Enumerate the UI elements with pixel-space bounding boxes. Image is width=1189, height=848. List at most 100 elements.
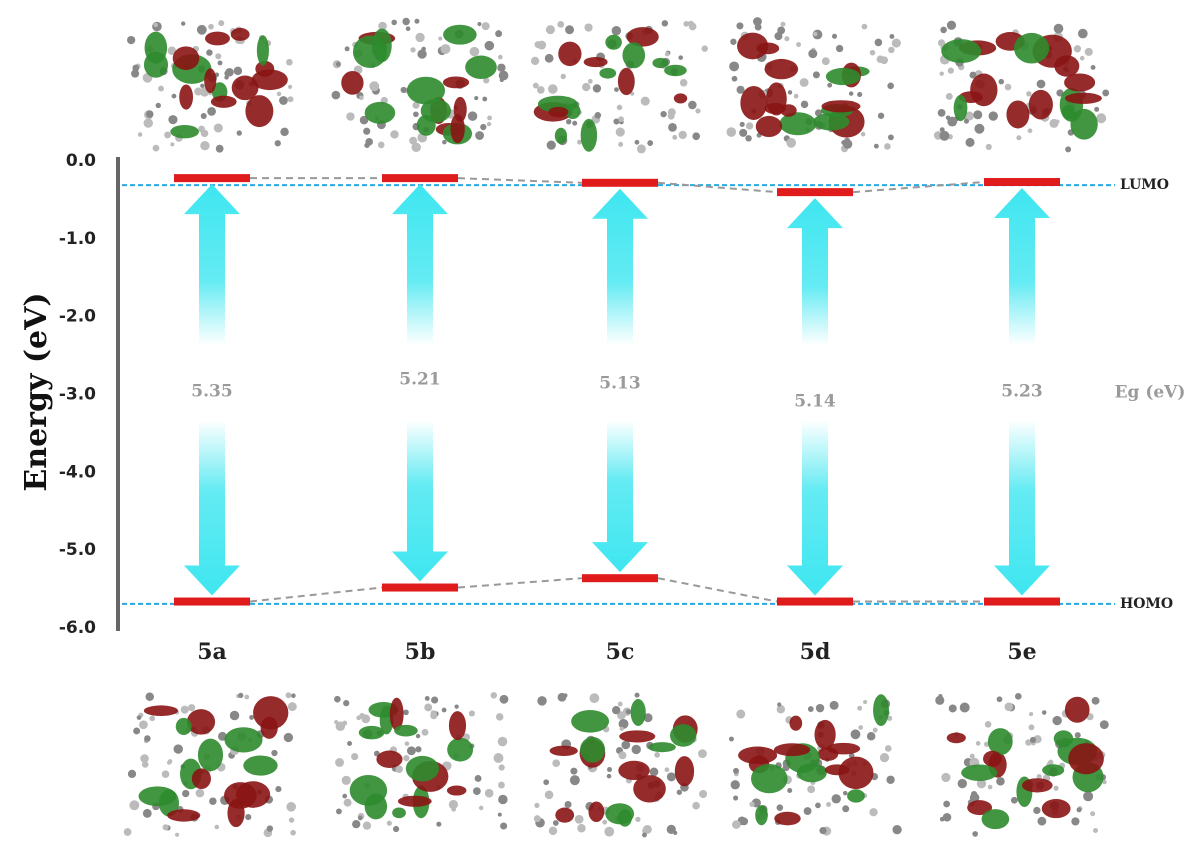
atom — [947, 21, 956, 30]
atom — [286, 59, 293, 66]
atom — [535, 41, 542, 48]
atom — [948, 68, 954, 74]
atom — [822, 57, 830, 65]
atom — [164, 132, 171, 139]
atom — [552, 759, 560, 767]
atom — [960, 703, 970, 713]
atom — [244, 695, 249, 700]
orbital-lobe — [1065, 697, 1090, 723]
atom — [1053, 786, 1058, 791]
orbital-lobe — [631, 699, 646, 726]
orbital-lobe — [738, 747, 777, 764]
atom — [618, 116, 624, 122]
atom — [614, 87, 619, 92]
atom — [889, 34, 894, 39]
atom — [153, 23, 157, 27]
atom — [858, 725, 863, 730]
orbital-lobe — [192, 768, 211, 789]
atom — [572, 121, 577, 126]
energy-level — [382, 174, 458, 182]
orbital-lobe — [176, 718, 192, 735]
atom — [736, 710, 745, 719]
atom — [867, 732, 875, 740]
atom — [619, 751, 627, 759]
atom — [565, 25, 574, 34]
atom — [132, 65, 139, 72]
gap-value: 5.23 — [1001, 382, 1042, 402]
atom — [438, 36, 442, 40]
atom — [216, 145, 224, 153]
atom — [1005, 703, 1014, 712]
orbital-lobe — [838, 757, 873, 790]
atom — [1096, 113, 1106, 123]
atom — [642, 832, 647, 837]
atom — [286, 692, 292, 698]
atom — [347, 741, 352, 746]
atom — [619, 719, 629, 729]
atom — [577, 824, 585, 832]
orbital-lobe — [204, 68, 216, 93]
atom — [1042, 710, 1046, 714]
atom — [617, 105, 623, 111]
atom — [740, 122, 745, 127]
atom — [344, 799, 352, 807]
atom — [138, 132, 142, 136]
atom — [788, 90, 792, 94]
atom — [808, 49, 817, 58]
energy-level — [174, 598, 250, 606]
atom — [861, 132, 866, 137]
atom — [352, 820, 360, 828]
atom — [745, 135, 751, 141]
atom — [175, 833, 179, 837]
atom — [692, 802, 700, 810]
atom — [287, 96, 293, 102]
orbital-lobe — [947, 733, 966, 744]
atom — [997, 696, 1003, 702]
atom — [635, 140, 640, 145]
orbital-lobe — [619, 730, 655, 742]
atom — [575, 815, 584, 824]
atom — [365, 138, 373, 146]
atom — [749, 802, 754, 807]
x-tick-label: 5d — [800, 639, 831, 665]
atom — [989, 111, 998, 120]
atom — [436, 822, 441, 827]
atom — [441, 44, 451, 54]
atom — [626, 709, 631, 714]
atom — [410, 47, 415, 52]
atom — [1029, 712, 1033, 716]
atom — [935, 696, 944, 705]
atom — [616, 128, 625, 137]
atom — [140, 754, 149, 763]
atom — [892, 39, 901, 48]
orbital-lobe — [231, 28, 250, 41]
gap-value: 5.14 — [794, 392, 836, 412]
connector — [250, 588, 382, 602]
orbital-lobe — [982, 809, 1010, 829]
atom — [602, 820, 607, 825]
atom — [939, 131, 949, 141]
atom — [197, 25, 207, 35]
atom — [938, 109, 946, 117]
atom — [819, 827, 826, 834]
atom — [804, 807, 812, 815]
gap-value: 5.21 — [399, 370, 440, 390]
y-axis-label: Energy (eV) — [19, 292, 54, 491]
atom — [796, 42, 801, 47]
atom — [129, 800, 139, 810]
atom — [498, 55, 503, 60]
orbital-lobe — [170, 125, 199, 138]
y-tick-label: -6.0 — [59, 618, 96, 638]
orbital-lobe — [584, 57, 608, 67]
orbital-lobe — [1042, 799, 1071, 818]
orbital-lobe — [648, 742, 676, 752]
atom — [1077, 807, 1082, 812]
atom — [1037, 817, 1046, 826]
orbital-lobe — [465, 56, 497, 79]
atom — [641, 97, 650, 106]
orbital-lobe — [341, 71, 363, 95]
atom — [667, 772, 676, 781]
atom — [832, 794, 841, 803]
orbital-lobe — [1014, 33, 1049, 64]
atom — [1100, 720, 1109, 729]
